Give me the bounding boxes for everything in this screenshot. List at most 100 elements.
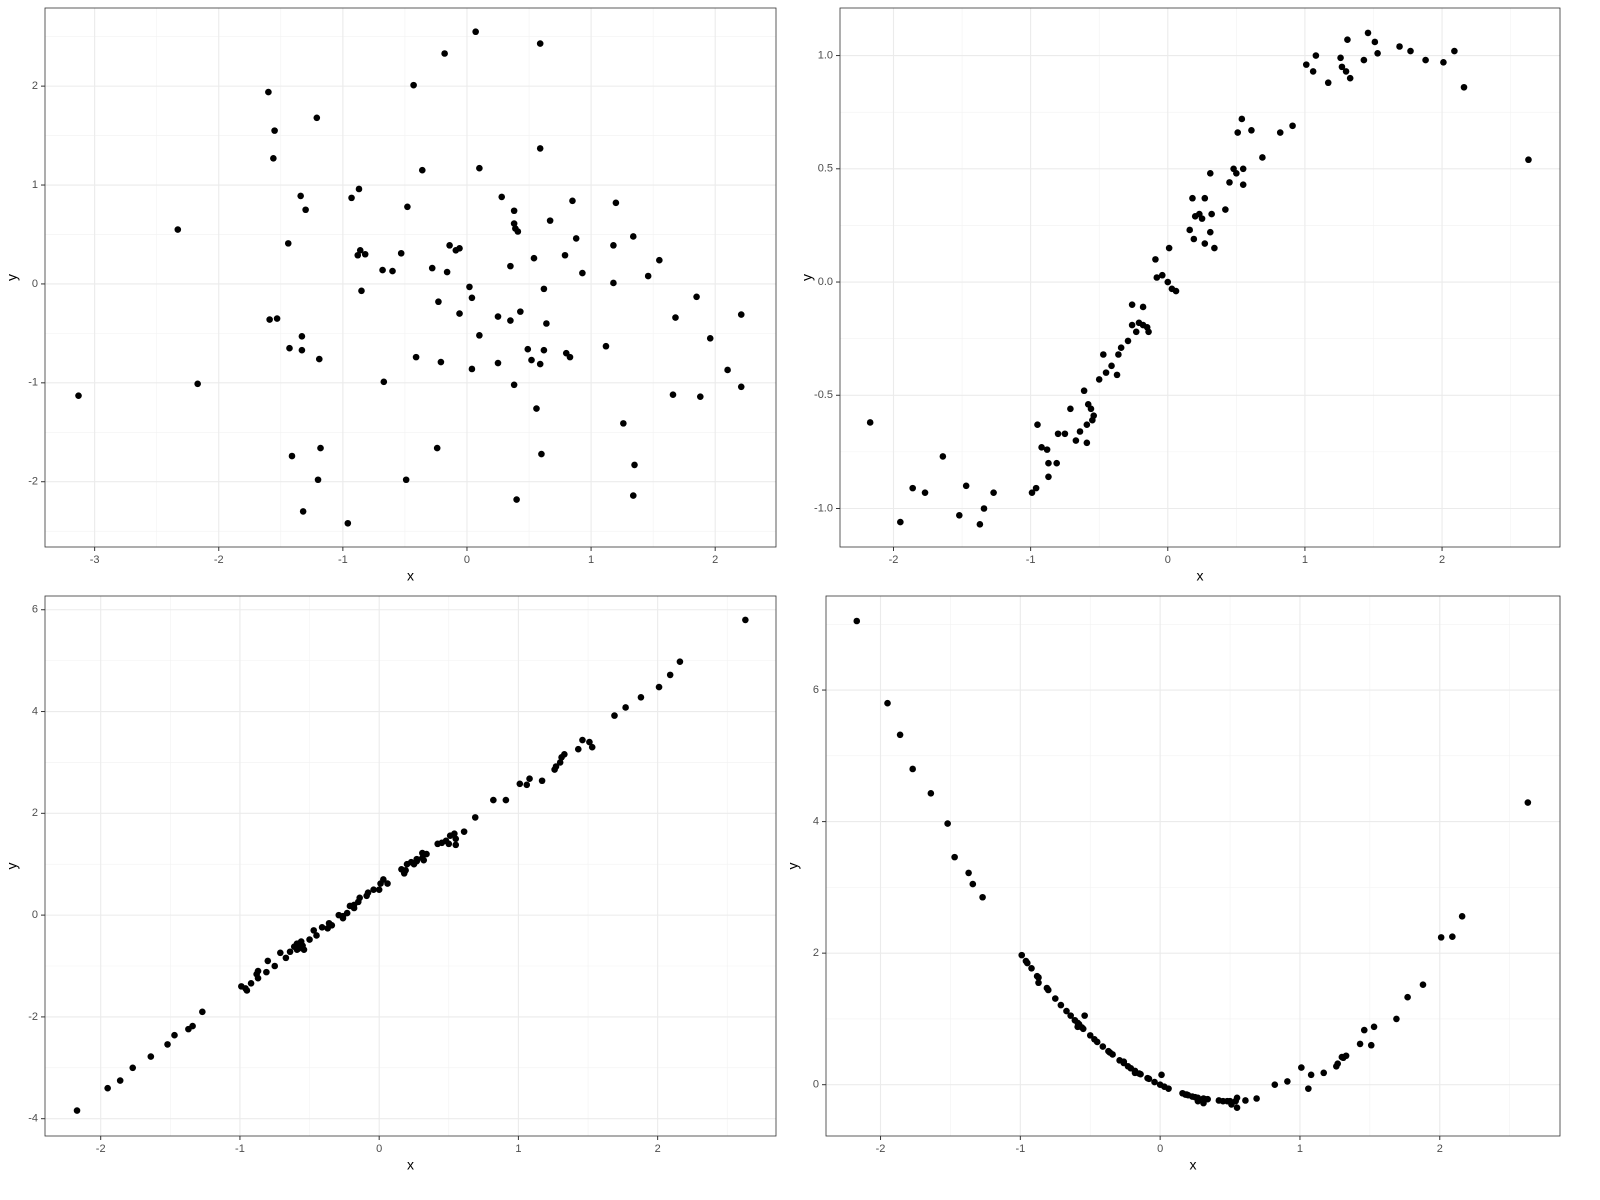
point (1063, 1007, 1070, 1015)
point (1337, 54, 1344, 62)
point (990, 489, 997, 496)
point (969, 880, 977, 888)
point (1099, 1043, 1107, 1050)
point (1253, 1095, 1260, 1102)
point (579, 269, 586, 277)
point (313, 114, 321, 122)
point (526, 775, 533, 783)
point (243, 987, 251, 994)
point (1165, 244, 1173, 252)
point (507, 262, 514, 270)
point (927, 790, 935, 797)
point (965, 869, 972, 877)
point (540, 285, 548, 293)
x-axis-title: x (1190, 1157, 1197, 1173)
point (402, 476, 410, 484)
point (472, 28, 479, 36)
point (298, 346, 306, 354)
point (1165, 1085, 1172, 1092)
point (510, 220, 518, 227)
point (742, 616, 749, 624)
point (610, 242, 617, 249)
point (384, 880, 391, 887)
point (517, 308, 524, 315)
point (1204, 1095, 1211, 1103)
point (466, 283, 473, 291)
point (1095, 376, 1103, 383)
point (1342, 1052, 1350, 1060)
point (1057, 1001, 1065, 1009)
point (356, 247, 364, 254)
point (263, 968, 270, 976)
point (939, 453, 947, 460)
point (1226, 179, 1233, 186)
point (284, 240, 292, 247)
point (655, 683, 663, 691)
point (452, 841, 460, 849)
point (533, 405, 540, 412)
point (897, 518, 904, 526)
point (1035, 974, 1042, 981)
point (286, 948, 294, 956)
point (629, 233, 637, 240)
point (569, 197, 576, 205)
point (1067, 405, 1074, 413)
point (1152, 256, 1159, 263)
point (1302, 61, 1310, 68)
point (380, 378, 388, 386)
x-tick-label: -1 (1026, 554, 1036, 566)
point (561, 251, 569, 259)
point (1186, 226, 1194, 234)
panel-border (44, 7, 777, 548)
point (602, 342, 610, 350)
point (266, 316, 273, 323)
y-tick-label: 4 (32, 705, 38, 717)
point (379, 266, 386, 274)
point (1024, 959, 1031, 967)
point (288, 452, 296, 460)
point (397, 249, 405, 257)
point (468, 294, 476, 302)
point (1364, 29, 1372, 37)
point (1079, 1025, 1087, 1033)
point (445, 840, 453, 848)
point (270, 155, 277, 162)
point (1081, 1012, 1088, 1019)
point (494, 313, 502, 320)
point (1201, 194, 1209, 202)
point (510, 381, 518, 389)
point (1233, 170, 1240, 177)
x-tick-label: -3 (90, 554, 100, 566)
point (446, 242, 453, 249)
plot-background (45, 8, 776, 547)
plot-background (840, 8, 1560, 547)
x-tick-label: -1 (1015, 1143, 1025, 1155)
point (1234, 129, 1242, 136)
point (561, 750, 568, 758)
point (1158, 1071, 1165, 1079)
point (164, 1041, 171, 1048)
point (358, 287, 365, 295)
point (460, 828, 468, 835)
point (1407, 47, 1414, 55)
point (423, 850, 430, 858)
point (1045, 459, 1052, 467)
point (443, 268, 451, 276)
x-axis-title: x (1197, 568, 1204, 584)
point (1206, 228, 1214, 236)
point (1238, 115, 1246, 123)
point (612, 199, 620, 207)
point (1242, 1097, 1249, 1104)
point (271, 962, 279, 970)
x-tick-label: 2 (1439, 554, 1445, 566)
point (298, 333, 306, 340)
y-axis-title: y (799, 274, 815, 281)
point (1289, 122, 1296, 130)
point (631, 461, 638, 469)
point (737, 311, 745, 318)
point (1208, 210, 1215, 218)
point (306, 936, 313, 943)
point (672, 314, 679, 321)
point (73, 1107, 81, 1114)
